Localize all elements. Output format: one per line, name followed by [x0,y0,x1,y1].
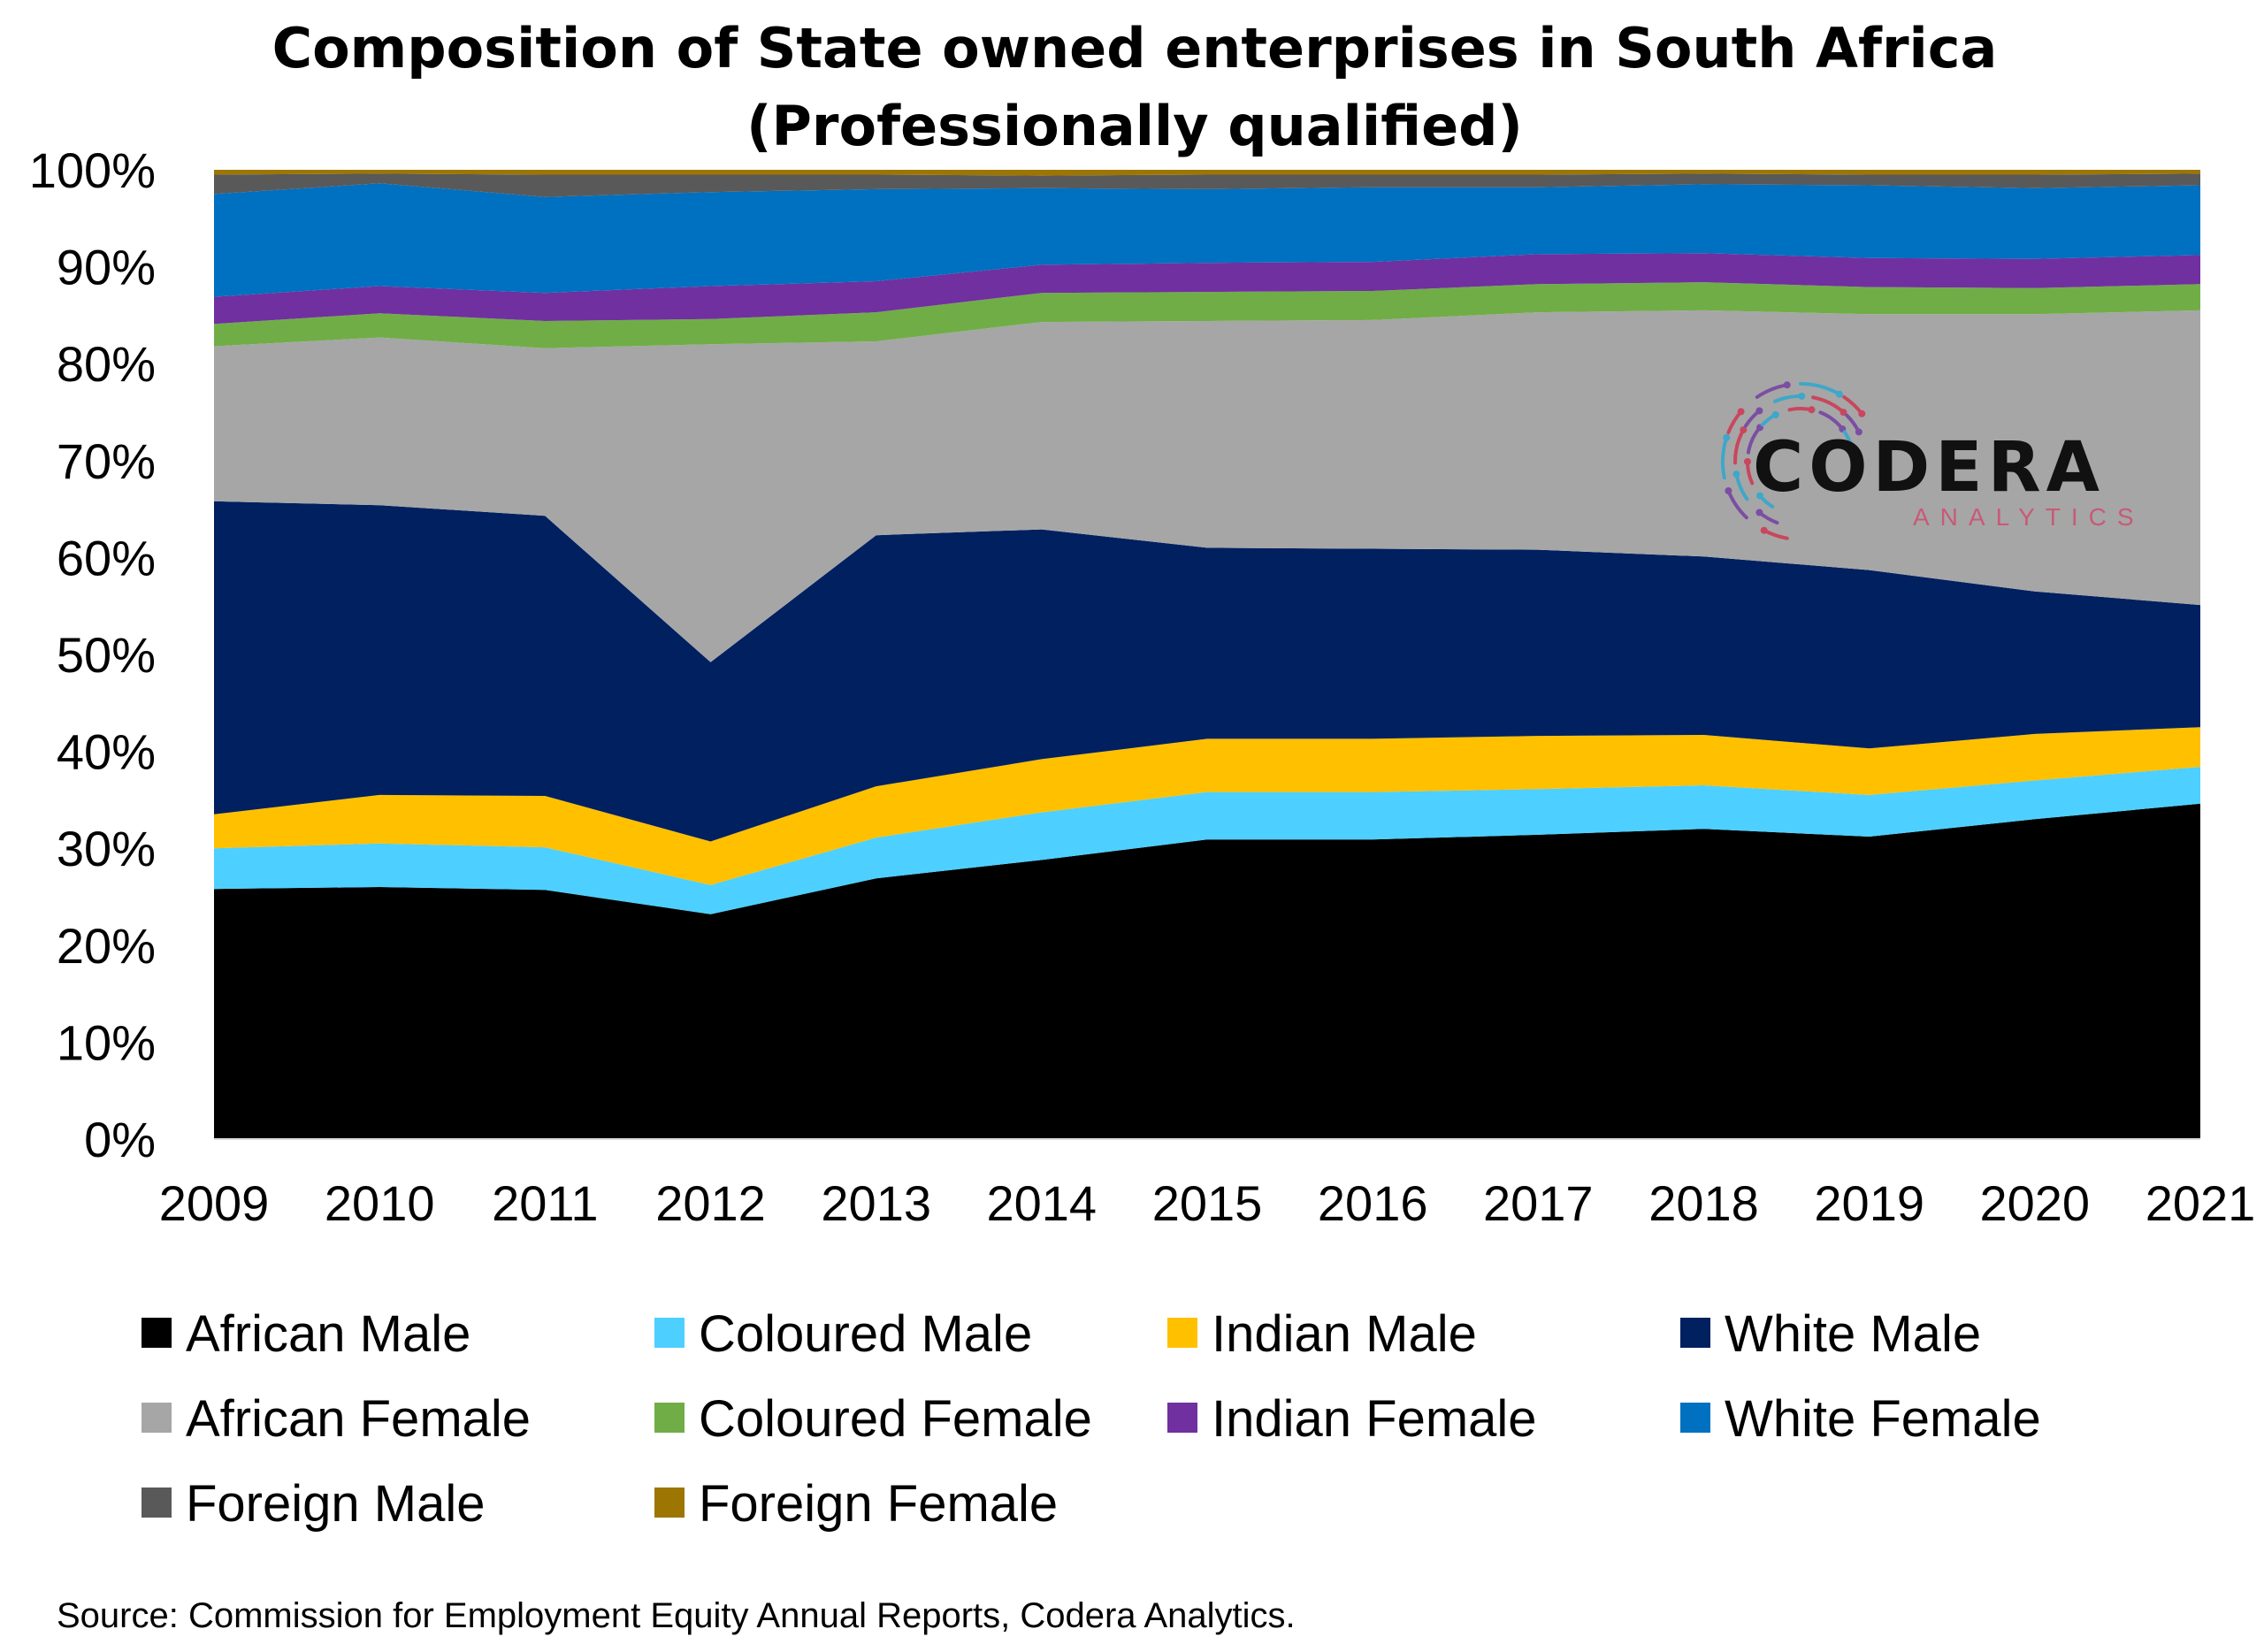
legend-swatch [1167,1318,1197,1348]
y-tick-label: 20% [57,918,156,974]
x-tick-label: 2015 [1152,1175,1263,1231]
legend-swatch [142,1488,172,1518]
logo-circuit-node [1798,393,1806,400]
logo-circuit-node [1783,381,1791,389]
logo-circuit-node [1760,526,1768,534]
legend-item-indian-female: Indian Female [1167,1390,1537,1448]
legend-label: Foreign Male [186,1475,485,1533]
legend-label: Indian Male [1212,1305,1477,1363]
logo-circuit-node [1858,409,1866,417]
legend-swatch [142,1318,172,1348]
legend-label: Foreign Female [699,1475,1058,1533]
logo-circuit-node [1744,458,1751,465]
x-tick-label: 2014 [987,1175,1098,1231]
x-tick-label: 2019 [1814,1175,1924,1231]
legend-label: Coloured Female [699,1390,1092,1448]
logo-circuit-node [1771,411,1779,418]
x-tick-label: 2017 [1483,1175,1594,1231]
chart-legend: African Male Coloured Male Indian Male Whit… [142,1305,2041,1533]
source-note: Source: Commission for Employment Equity… [57,1596,1296,1635]
y-tick-label: 0% [84,1112,156,1167]
logo-circuit-node [1723,433,1731,441]
logo-circuit-node [1847,443,1855,451]
axes: 0% 10% 20% 30% 40% 50% 60% 70% 80% 90% 100% 2009 201… [29,142,2256,1231]
y-tick-label: 90% [57,240,156,295]
y-tick-label: 70% [57,433,156,489]
y-tick-label: 100% [29,142,156,198]
y-tick-label: 50% [57,627,156,683]
y-tick-label: 10% [57,1014,156,1070]
logo-circuit-node [1755,509,1763,516]
y-tick-label: 30% [57,821,156,876]
legend-item-white-male: White Male [1680,1305,1981,1363]
legend-item-african-female: African Female [142,1390,531,1448]
logo-circuit-node [1836,390,1843,398]
area-series-foreign-male [214,173,2200,197]
x-tick-label: 2011 [492,1175,598,1231]
y-tick-label: 60% [57,530,156,585]
x-tick-label: 2010 [325,1175,435,1231]
x-tick-label: 2013 [821,1175,931,1231]
logo-circuit-node [1855,428,1862,436]
chart-title-group: Composition of State owned enterprises i… [272,16,1998,158]
legend-swatch [1680,1403,1710,1433]
logo-circuit-node [1840,409,1847,417]
logo-circuit-node [1732,470,1740,478]
area-series-white-male [214,501,2200,842]
x-tick-label: 2012 [655,1175,766,1231]
area-series-african-female [214,310,2200,662]
legend-swatch [1167,1403,1197,1433]
legend-item-foreign-male: Foreign Male [142,1475,485,1533]
logo-tagline: ANALYTICS [1913,503,2145,531]
stacked-area-layer [214,170,2200,1139]
legend-label: White Male [1725,1305,1981,1363]
legend-item-coloured-male: Coloured Male [654,1305,1032,1363]
y-tick-label: 40% [57,724,156,780]
x-tick-label: 2020 [1980,1175,2091,1231]
area-series-white-female [214,183,2200,297]
chart-subtitle: (Professionally qualified) [746,94,1523,158]
chart-title: Composition of State owned enterprises i… [272,16,1998,80]
logo-wordmark: CODERA [1753,428,2105,508]
area-series-coloured-female [214,282,2200,348]
area-series-indian-male [214,727,2200,885]
legend-swatch [654,1318,685,1348]
legend-swatch [1680,1318,1710,1348]
logo-circuit-node [1740,426,1748,434]
legend-label: White Female [1725,1390,2041,1448]
legend-label: African Male [186,1305,470,1363]
logo-circuit-node [1737,408,1745,416]
codera-logo: CODERA ANALYTICS [1721,381,2145,540]
logo-circuit-node [1755,407,1763,415]
logo-circuit-node [1725,487,1732,494]
area-series-indian-female [214,253,2200,325]
logo-circuit-node [1756,492,1763,500]
area-series-foreign-female [214,170,2200,176]
legend-swatch [654,1403,685,1433]
logo-circuit-node [1808,406,1816,414]
area-series-coloured-male [214,767,2200,914]
legend-item-foreign-female: Foreign Female [654,1475,1058,1533]
legend-item-coloured-female: Coloured Female [654,1390,1092,1448]
legend-item-white-female: White Female [1680,1390,2041,1448]
legend-swatch [654,1488,685,1518]
x-tick-label: 2009 [159,1175,270,1231]
legend-label: Coloured Male [699,1305,1032,1363]
legend-swatch [142,1403,172,1433]
x-tick-label: 2016 [1318,1175,1428,1231]
legend-label: Indian Female [1212,1390,1537,1448]
y-tick-label: 80% [57,336,156,392]
x-tick-label: 2018 [1648,1175,1759,1231]
legend-item-indian-male: Indian Male [1167,1305,1477,1363]
legend-item-african-male: African Male [142,1305,470,1363]
area-series-african-male [214,803,2200,1139]
legend-label: African Female [186,1390,531,1448]
x-tick-label: 2021 [2145,1175,2256,1231]
codera-circuit-ring-icon [1721,381,1866,540]
